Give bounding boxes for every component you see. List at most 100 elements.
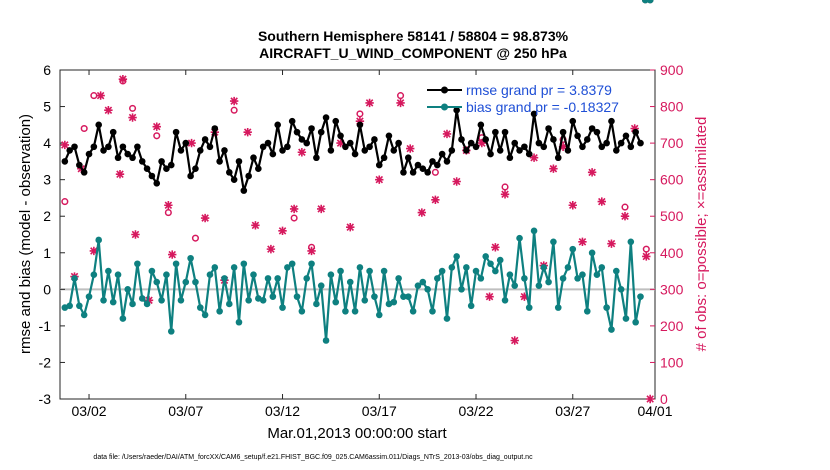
bias-point (211, 264, 219, 271)
bias-point (143, 300, 151, 308)
legend-rmse-marker (441, 86, 448, 94)
bias-point (129, 300, 136, 308)
rmse-point (332, 117, 340, 125)
right-tick-label: 500 (660, 208, 684, 224)
obs-assimilated-marker (243, 127, 252, 137)
rmse-point (61, 158, 69, 165)
obs-assimilated-marker (168, 250, 177, 259)
bias-point (264, 275, 272, 282)
x-tick-label: 03/27 (555, 403, 590, 419)
bias-point (603, 304, 610, 311)
rmse-point (530, 110, 538, 118)
bias-point (574, 275, 581, 282)
bias-point (506, 271, 514, 279)
obs-possible-marker (501, 183, 509, 191)
rmse-point (337, 132, 344, 140)
bias-point (163, 271, 170, 279)
obs-assimilated-marker (289, 204, 299, 214)
obs-assimilated-marker (118, 74, 128, 84)
obs-assimilated-marker (520, 292, 529, 301)
bias-point (148, 267, 156, 275)
bias-point (332, 298, 340, 306)
bias-point (535, 282, 543, 289)
rmse-point (288, 117, 296, 125)
left-tick-label: 2 (43, 208, 51, 224)
bias-point (400, 293, 407, 300)
bias-point (196, 304, 204, 311)
obs-assimilated-marker (620, 212, 630, 221)
rmse-point (158, 158, 165, 165)
rmse-point (221, 147, 228, 154)
bias-point (617, 286, 625, 293)
bias-point (443, 315, 451, 322)
bias-point (627, 238, 635, 246)
bias-point (259, 297, 267, 304)
bias-point (404, 293, 412, 300)
rmse-point (419, 165, 427, 172)
bias-point (322, 337, 330, 344)
bias-point (269, 293, 277, 300)
obs-assimilated-marker (491, 243, 500, 252)
bias-point (66, 302, 73, 310)
rmse-point (380, 154, 388, 162)
right-tick-label: 300 (660, 281, 684, 297)
rmse-point (463, 147, 470, 154)
rmse-point (516, 147, 523, 154)
rmse-point (579, 143, 586, 151)
rmse-point (342, 143, 349, 151)
obs-assimilated-marker (89, 246, 99, 256)
rmse-point (487, 150, 494, 158)
obs-assimilated-marker (568, 201, 577, 210)
obs-assimilated-marker (578, 237, 587, 247)
rmse-point (613, 147, 620, 154)
obs-assimilated-marker (96, 91, 105, 100)
bias-point (153, 278, 161, 286)
right-tick-label: 600 (660, 172, 684, 188)
bias-point (109, 298, 117, 306)
rmse-point (279, 147, 286, 154)
rmse-point (627, 143, 635, 151)
rmse-point (255, 165, 262, 172)
legend: rmse grand pr = 3.8379 bias grand pr = -… (427, 82, 619, 115)
bias-point (380, 267, 388, 275)
rmse-point (196, 147, 204, 154)
left-tick-label: -1 (39, 318, 52, 334)
bias-point (424, 286, 431, 293)
chart-subtitle: AIRCRAFT_U_WIND_COMPONENT @ 250 hPa (259, 45, 567, 61)
rmse-point (167, 161, 175, 169)
obs-assimilated-marker (365, 98, 374, 108)
rmse-point (608, 117, 615, 125)
x-tick-label: 04/01 (637, 403, 672, 419)
bias-point (177, 297, 185, 304)
rmse-point (443, 158, 451, 165)
rmse-point (453, 106, 460, 114)
bias-point (390, 298, 398, 306)
obs-possible-marker (61, 198, 69, 206)
bias-point (76, 302, 83, 310)
rmse-point (390, 147, 398, 154)
bias-point (100, 297, 107, 304)
rmse-point (521, 143, 528, 151)
obs-assimilated-marker (396, 98, 405, 108)
bias-point (342, 307, 349, 315)
rmse-point (404, 154, 412, 162)
obs-assimilated-marker (266, 244, 276, 254)
rmse-point (90, 143, 98, 151)
x-tick-label: 03/07 (168, 403, 203, 419)
rmse-point (216, 158, 223, 165)
bias-point (134, 260, 141, 268)
obs-assimilated-marker (164, 201, 173, 210)
bias-point (487, 260, 494, 268)
rmse-point (80, 169, 88, 176)
bias-point (250, 271, 257, 279)
rmse-point (506, 154, 514, 162)
obs-possible-marker (80, 124, 88, 133)
y-axis-label: rmse and bias (model - observation) (17, 114, 34, 354)
rmse-point (187, 172, 194, 180)
bias-point (119, 315, 127, 322)
rmse-point (114, 154, 122, 162)
obs-possible-marker (356, 110, 364, 118)
rmse-point (583, 136, 591, 143)
left-tick-label: 1 (43, 245, 51, 261)
bias-point (351, 307, 359, 315)
